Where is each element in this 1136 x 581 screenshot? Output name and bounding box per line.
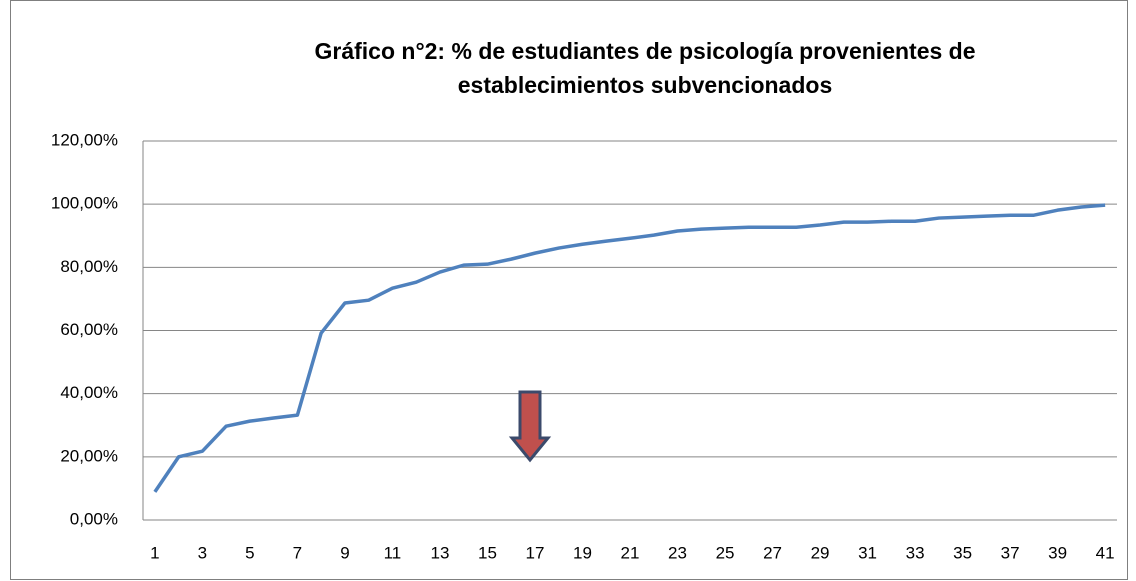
x-tick-label: 13 [430,543,449,562]
x-tick-label: 31 [858,543,877,562]
x-tick-label: 25 [716,543,735,562]
x-tick-label: 39 [1048,543,1067,562]
y-tick-label: 80,00% [60,257,118,276]
x-tick-label: 23 [668,543,687,562]
y-tick-label: 0,00% [70,509,118,528]
arrow [508,390,552,463]
x-tick-label: 9 [340,543,349,562]
x-tick-label: 7 [293,543,302,562]
x-tick-label: 33 [906,543,925,562]
chart-frame [10,0,1128,580]
x-tick-label: 41 [1096,543,1115,562]
chart-title: Gráfico n°2: % de estudiantes de psicolo… [314,38,976,98]
y-tick-label: 60,00% [60,320,118,339]
grid: 0,00% 20,00% 40,00% 60,00% 80,00% 100,00% 120,… [51,130,1117,562]
x-tick-label: 21 [621,543,640,562]
y-tick-label: 120,00% [51,130,118,149]
x-tick-label: 15 [478,543,497,562]
marks [153,203,1106,493]
line-series [153,203,1106,493]
x-tick-label: 37 [1001,543,1020,562]
x-tick-label: 19 [573,543,592,562]
x-tick-label: 11 [384,543,402,562]
x-tick-label: 3 [198,543,207,562]
x-tick-label: 5 [245,543,254,562]
y-tick-label: 20,00% [60,446,118,465]
x-tick-label: 29 [811,543,830,562]
x-tick-label: 1 [150,543,159,562]
y-tick-label: 40,00% [60,383,118,402]
x-tick-label: 27 [763,543,782,562]
y-tick-label: 100,00% [51,194,118,213]
x-tick-label: 35 [953,543,972,562]
x-tick-label: 17 [526,543,545,562]
